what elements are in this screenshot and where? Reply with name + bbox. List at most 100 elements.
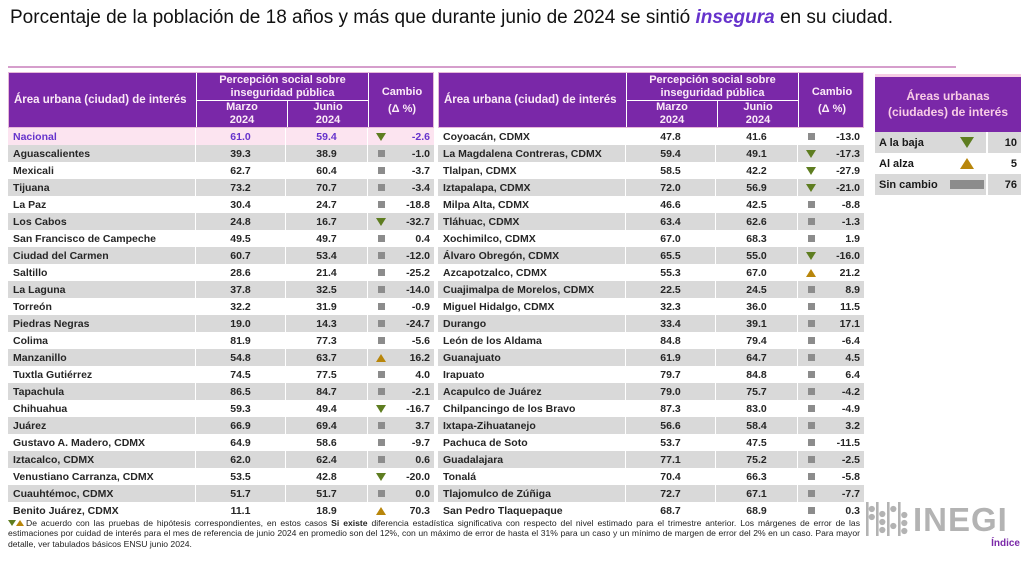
table-row: Guanajuato 61.9 64.7 4.5 — [438, 349, 864, 366]
trend-symbol — [368, 167, 394, 174]
value-marzo: 46.6 — [626, 196, 716, 213]
value-junio: 79.4 — [716, 332, 798, 349]
table-header: Área urbana (ciudad) de interés Percepci… — [8, 72, 434, 128]
no-change-icon — [807, 507, 815, 514]
value-junio: 21.4 — [286, 264, 368, 281]
city-name: San Francisco de Campeche — [8, 230, 196, 247]
city-name: León de los Aldama — [438, 332, 626, 349]
table-row: San Pedro Tlaquepaque 68.7 68.9 0.3 — [438, 502, 864, 519]
value-junio: 84.7 — [286, 383, 368, 400]
no-change-icon — [807, 320, 815, 327]
title-text: Porcentaje de la población de 18 años y … — [10, 7, 696, 28]
value-marzo: 19.0 — [196, 315, 286, 332]
change-cell: 0.4 — [368, 230, 434, 247]
value-marzo: 72.0 — [626, 179, 716, 196]
change-value: -11.5 — [836, 436, 860, 449]
column-header-group: Percepción social sobre inseguridad públ… — [197, 73, 368, 101]
down-triangle-icon — [806, 251, 816, 260]
down-triangle-icon — [376, 132, 386, 141]
column-header-group: Percepción social sobre inseguridad públ… — [627, 73, 798, 101]
value-marzo: 79.7 — [626, 366, 716, 383]
value-junio: 47.5 — [716, 434, 798, 451]
table-row: Manzanillo 54.8 63.7 16.2 — [8, 349, 434, 366]
indice-link[interactable]: Índice — [991, 538, 1020, 549]
table-row: Tijuana 73.2 70.7 -3.4 — [8, 179, 434, 196]
value-marzo: 30.4 — [196, 196, 286, 213]
table-row: Tonalá 70.4 66.3 -5.8 — [438, 468, 864, 485]
trend-symbol — [798, 303, 824, 310]
trend-symbol — [368, 269, 394, 276]
trend-symbol — [798, 149, 824, 158]
table-row: Acapulco de Juárez 79.0 75.7 -4.2 — [438, 383, 864, 400]
no-change-icon — [377, 184, 385, 191]
value-junio: 62.6 — [716, 213, 798, 230]
trend-symbol — [368, 490, 394, 497]
change-value: -14.0 — [406, 283, 430, 296]
city-name: Tláhuac, CDMX — [438, 213, 626, 230]
value-junio: 84.8 — [716, 366, 798, 383]
trend-symbol — [368, 235, 394, 242]
trend-symbol — [368, 132, 394, 141]
month-label: Junio — [743, 101, 773, 114]
change-value: 3.2 — [845, 419, 860, 432]
value-marzo: 59.3 — [196, 400, 286, 417]
footnote-icons — [8, 518, 24, 528]
change-cell: -16.7 — [368, 400, 434, 417]
value-junio: 75.7 — [716, 383, 798, 400]
change-value: -5.6 — [411, 334, 430, 347]
value-junio: 75.2 — [716, 451, 798, 468]
table-row: Cuajimalpa de Morelos, CDMX 22.5 24.5 8.9 — [438, 281, 864, 298]
value-marzo: 59.4 — [626, 145, 716, 162]
city-name: Coyoacán, CDMX — [438, 128, 626, 145]
trend-symbol — [798, 354, 824, 361]
up-triangle-icon — [806, 268, 816, 277]
value-marzo: 62.0 — [196, 451, 286, 468]
no-change-icon — [807, 354, 815, 361]
change-value: -9.7 — [411, 436, 430, 449]
change-cell: 4.5 — [798, 349, 864, 366]
change-cell: -4.2 — [798, 383, 864, 400]
column-header-junio: Junio 2024 — [717, 101, 798, 127]
no-change-icon — [807, 388, 815, 395]
change-cell: 6.4 — [798, 366, 864, 383]
table-row: Aguascalientes 39.3 38.9 -1.0 — [8, 145, 434, 162]
legend-body: A la baja 10 Al alza 5 Sin cambio 76 — [875, 132, 1021, 195]
table-row: Los Cabos 24.8 16.7 -32.7 — [8, 213, 434, 230]
change-cell: -11.5 — [798, 434, 864, 451]
change-value: -17.3 — [836, 147, 860, 160]
value-marzo: 70.4 — [626, 468, 716, 485]
value-junio: 53.4 — [286, 247, 368, 264]
change-cell: 0.0 — [368, 485, 434, 502]
value-junio: 70.7 — [286, 179, 368, 196]
change-value: -32.7 — [406, 215, 430, 228]
table-row: Tlalpan, CDMX 58.5 42.2 -27.9 — [438, 162, 864, 179]
trend-symbol — [368, 404, 394, 413]
value-junio: 67.1 — [716, 485, 798, 502]
no-change-icon — [377, 371, 385, 378]
no-change-icon — [807, 235, 815, 242]
table-row: Chihuahua 59.3 49.4 -16.7 — [8, 400, 434, 417]
change-cell: -1.0 — [368, 145, 434, 162]
legend-row: Sin cambio 76 — [875, 174, 1021, 195]
no-change-bar-icon — [949, 180, 984, 189]
change-value: -16.0 — [836, 249, 860, 262]
change-cell: -2.5 — [798, 451, 864, 468]
value-marzo: 74.5 — [196, 366, 286, 383]
value-junio: 16.7 — [286, 213, 368, 230]
city-name: Colima — [8, 332, 196, 349]
column-header-area: Área urbana (ciudad) de interés — [439, 73, 627, 127]
value-marzo: 28.6 — [196, 264, 286, 281]
table-row: Piedras Negras 19.0 14.3 -24.7 — [8, 315, 434, 332]
change-cell: -2.1 — [368, 383, 434, 400]
no-change-icon — [807, 303, 815, 310]
change-cell: 21.2 — [798, 264, 864, 281]
change-value: -21.0 — [836, 181, 860, 194]
footnote-text: De acuerdo con las pruebas de hipótesis … — [26, 518, 332, 528]
value-junio: 83.0 — [716, 400, 798, 417]
change-value: 70.3 — [409, 504, 430, 517]
trend-symbol — [798, 235, 824, 242]
no-change-icon — [807, 201, 815, 208]
city-name: Chilpancingo de los Bravo — [438, 400, 626, 417]
change-value: -2.5 — [841, 453, 860, 466]
